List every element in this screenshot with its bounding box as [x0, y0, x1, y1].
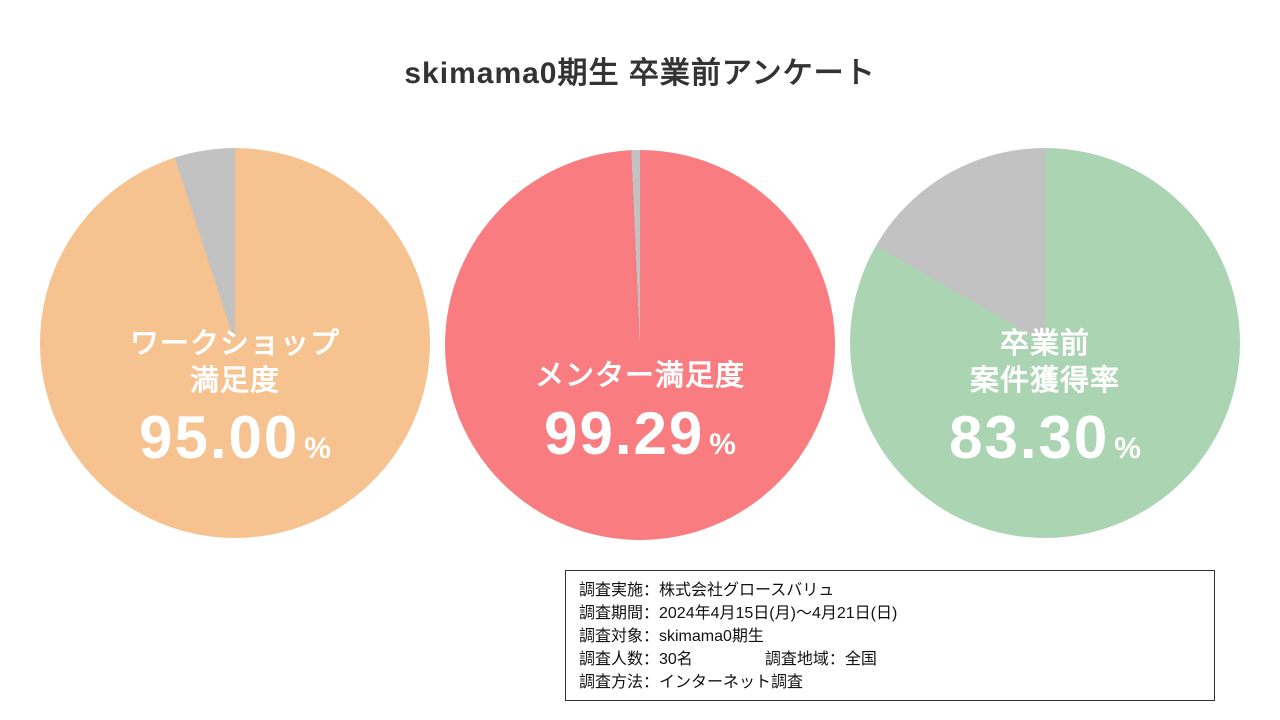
pie-2-label-block: メンター満足度 99.29 % — [445, 216, 835, 606]
survey-info-line-conductor: 調査実施：株式会社グロースバリュ — [579, 582, 835, 599]
pie-2-percent-sign: % — [709, 427, 736, 461]
pie-1-label-block: ワークショップ 満足度 95.00 % — [40, 202, 430, 592]
pie-chart-1: ワークショップ 満足度 95.00 % — [40, 148, 430, 538]
pie-3-percent-sign: % — [1114, 432, 1141, 466]
survey-info-line-target: 調査対象：skimama0期生 — [579, 628, 764, 645]
pie-1-value: 95.00 % — [139, 408, 331, 468]
survey-info-count: 調査人数：30名 — [579, 651, 693, 668]
survey-info-line-count-region: 調査人数：30名 調査地域：全国 — [579, 648, 1201, 671]
pie-3-label-block: 卒業前 案件獲得率 83.30 % — [850, 202, 1240, 592]
page-title: skimama0期生 卒業前アンケート — [404, 57, 876, 90]
pie-chart-2: メンター満足度 99.29 % — [445, 150, 835, 540]
pie-3-value-number: 83.30 — [949, 404, 1110, 472]
pie-2-value: 99.29 % — [544, 399, 736, 467]
pie-chart-3: 卒業前 案件獲得率 83.30 % — [850, 148, 1240, 538]
pie-1-value-number: 95.00 — [139, 404, 300, 472]
pie-3-value: 83.30 % — [949, 408, 1141, 468]
pie-3-title-line-2: 案件獲得率 — [969, 365, 1120, 397]
pie-3-title-line-1: 卒業前 — [999, 327, 1090, 360]
survey-info-region: 調査地域：全国 — [764, 651, 877, 668]
pie-2-value-number: 99.29 — [544, 399, 705, 467]
pie-1-title-line-2: 満足度 — [189, 365, 280, 397]
pie-1-percent-sign: % — [304, 432, 331, 466]
survey-info-box: 調査実施：株式会社グロースバリュ 調査期間：2024年4月15日(月)〜4月21… — [565, 570, 1215, 701]
survey-info-line-method: 調査方法：インターネット調査 — [579, 674, 804, 691]
pie-1-title-line-1: ワークショップ — [129, 327, 340, 360]
pie-2-title-line-1: メンター満足度 — [534, 360, 745, 393]
survey-info-line-period: 調査期間：2024年4月15日(月)〜4月21日(日) — [579, 605, 898, 622]
